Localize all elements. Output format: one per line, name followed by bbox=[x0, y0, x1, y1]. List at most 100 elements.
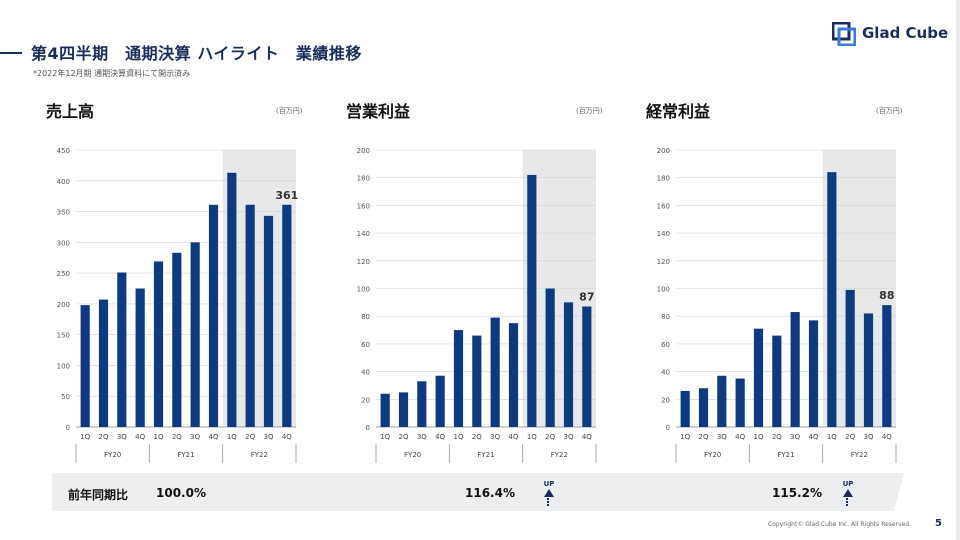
bar bbox=[680, 390, 690, 427]
bar bbox=[227, 172, 237, 427]
dotted-line-icon bbox=[846, 498, 850, 506]
group-label: FY21 bbox=[777, 451, 794, 459]
up-arrow-icon bbox=[843, 489, 853, 497]
x-tick-label: 3Q bbox=[264, 433, 274, 441]
x-tick-label: 4Q bbox=[282, 433, 292, 441]
logo-text: Glad Cube bbox=[862, 24, 949, 42]
x-tick-label: 2Q bbox=[699, 433, 709, 441]
x-tick-label: 3Q bbox=[790, 433, 800, 441]
x-tick-label: 4Q bbox=[582, 433, 592, 441]
x-tick-label: 2Q bbox=[172, 433, 182, 441]
y-tick-label: 20 bbox=[361, 396, 370, 404]
x-tick-label: 3Q bbox=[117, 433, 127, 441]
yoy-value-sales: 100.0% bbox=[156, 486, 206, 500]
dotted-line-icon bbox=[547, 498, 551, 506]
y-tick-label: 200 bbox=[57, 301, 70, 309]
y-tick-label: 0 bbox=[66, 424, 70, 432]
x-tick-label: 3Q bbox=[490, 433, 500, 441]
x-tick-label: 1Q bbox=[227, 433, 237, 441]
y-tick-label: 0 bbox=[666, 424, 670, 432]
y-tick-label: 80 bbox=[661, 313, 670, 321]
x-tick-label: 1Q bbox=[454, 433, 464, 441]
y-tick-label: 100 bbox=[357, 286, 370, 294]
yoy-label: 前年同期比 bbox=[68, 488, 129, 502]
x-tick-label: 4Q bbox=[809, 433, 819, 441]
right-edge-bar bbox=[956, 0, 960, 540]
bar bbox=[472, 335, 482, 427]
bar bbox=[245, 204, 255, 427]
y-tick-label: 60 bbox=[361, 341, 370, 349]
up-indicator-operating-profit: UP bbox=[541, 480, 557, 506]
bar bbox=[882, 305, 892, 427]
operating-profit-bar-chart: 0 20 40 60 80 100 120 140 160 180 200 1Q 2Q 3Q 4Q 1Q 2Q 3… bbox=[357, 147, 597, 463]
bar bbox=[263, 215, 274, 427]
up-arrow-icon bbox=[544, 489, 554, 497]
bar bbox=[117, 272, 127, 427]
group-label: FY22 bbox=[851, 451, 868, 459]
y-tick-label: 100 bbox=[57, 362, 70, 370]
bar bbox=[772, 335, 782, 427]
data-label: 87 bbox=[579, 291, 594, 304]
sales-bar-chart: 0 50 100 150 200 250 300 350 400 450 1Q 2Q 3Q 4Q 1Q 2Q 3… bbox=[57, 147, 298, 463]
bar bbox=[135, 288, 145, 427]
y-tick-label: 180 bbox=[657, 175, 670, 183]
copyright: Copyright© Glad Cube Inc. All Rights Res… bbox=[768, 521, 912, 528]
bar bbox=[417, 381, 427, 427]
chart-unit-sales: (百万円) bbox=[276, 107, 303, 115]
page-number: 5 bbox=[935, 518, 942, 529]
y-tick-label: 120 bbox=[657, 258, 670, 266]
x-tick-label: 2Q bbox=[245, 433, 255, 441]
group-label: FY22 bbox=[251, 451, 268, 459]
bar bbox=[735, 378, 745, 427]
x-tick-label: 2Q bbox=[99, 433, 109, 441]
y-tick-label: 450 bbox=[57, 147, 70, 155]
x-tick-label: 4Q bbox=[435, 433, 445, 441]
y-tick-label: 180 bbox=[357, 175, 370, 183]
bar bbox=[863, 313, 874, 427]
x-tick-label: 3Q bbox=[564, 433, 574, 441]
y-tick-label: 150 bbox=[57, 332, 70, 340]
x-tick-label: 1Q bbox=[380, 433, 390, 441]
group-label: FY22 bbox=[551, 451, 568, 459]
chart-title-operating-profit: 営業利益 bbox=[346, 102, 411, 121]
bar bbox=[453, 330, 464, 427]
x-tick-label: 2Q bbox=[545, 433, 555, 441]
up-indicator-ordinary-profit: UP bbox=[840, 480, 856, 506]
x-tick-label: 1Q bbox=[80, 433, 90, 441]
x-tick-label: 2Q bbox=[772, 433, 782, 441]
chart-unit-operating-profit: (百万円) bbox=[576, 107, 603, 115]
y-tick-label: 0 bbox=[366, 424, 370, 432]
x-tick-label: 3Q bbox=[417, 433, 427, 441]
x-tick-label: 4Q bbox=[509, 433, 519, 441]
yoy-band bbox=[52, 473, 904, 511]
yoy-value-operating-profit: 116.4% bbox=[465, 486, 515, 500]
bar bbox=[380, 393, 390, 427]
bar bbox=[563, 302, 574, 427]
y-tick-label: 100 bbox=[657, 286, 670, 294]
x-tick-label: 4Q bbox=[882, 433, 892, 441]
bar bbox=[490, 317, 500, 427]
x-tick-label: 3Q bbox=[190, 433, 200, 441]
x-tick-label: 2Q bbox=[472, 433, 482, 441]
bar bbox=[582, 306, 592, 427]
bar bbox=[527, 174, 537, 427]
group-label: FY20 bbox=[104, 451, 121, 459]
data-label: 88 bbox=[879, 289, 894, 302]
y-tick-label: 160 bbox=[657, 202, 670, 210]
data-label: 361 bbox=[275, 189, 298, 202]
x-tick-label: 3Q bbox=[864, 433, 874, 441]
title-rule bbox=[0, 52, 22, 54]
group-label: FY20 bbox=[704, 451, 721, 459]
bar bbox=[208, 204, 219, 427]
up-label: UP bbox=[842, 480, 854, 488]
y-tick-label: 60 bbox=[661, 341, 670, 349]
y-tick-label: 250 bbox=[57, 270, 70, 278]
x-tick-label: 1Q bbox=[527, 433, 537, 441]
y-tick-label: 200 bbox=[657, 147, 670, 155]
bar bbox=[827, 172, 837, 427]
y-tick-label: 140 bbox=[657, 230, 670, 238]
bar bbox=[698, 388, 709, 427]
group-label: FY21 bbox=[477, 451, 494, 459]
y-tick-label: 160 bbox=[357, 202, 370, 210]
bar bbox=[282, 204, 292, 427]
